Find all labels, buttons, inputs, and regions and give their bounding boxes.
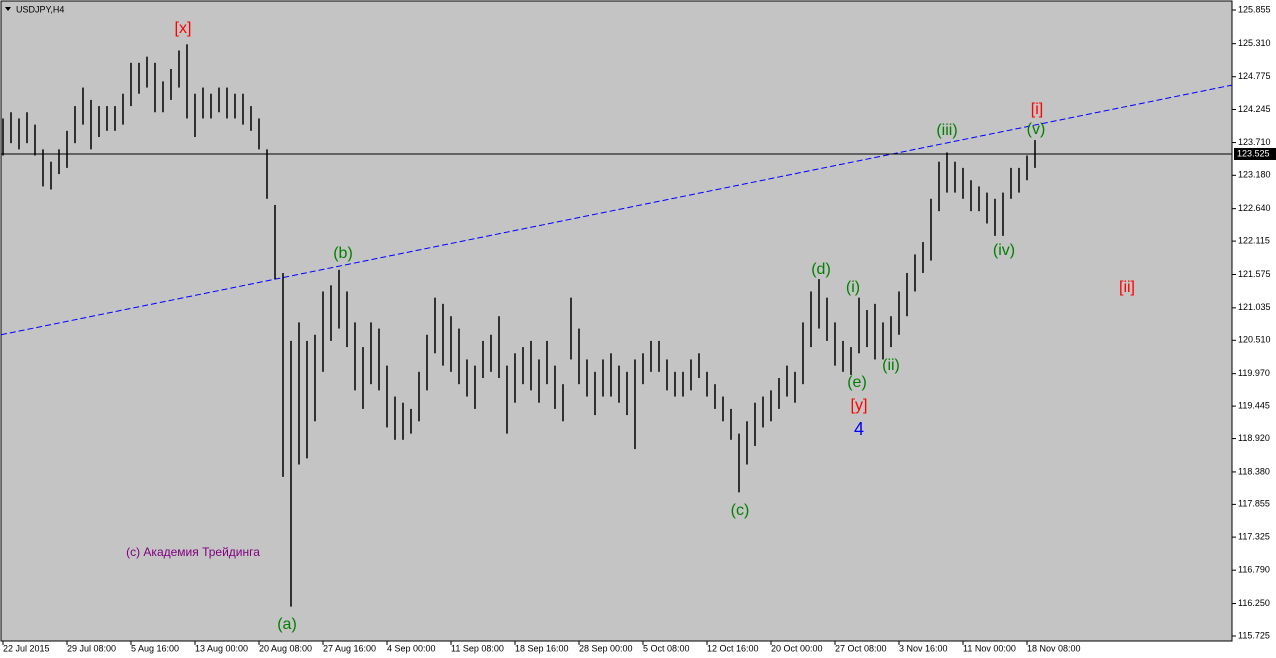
- y-tick-label: 118.920: [1238, 433, 1270, 443]
- chart-title: USDJPY,H4: [16, 4, 64, 14]
- wave-label: (c): [731, 502, 750, 519]
- x-tick-label: 22 Jul 2015: [3, 643, 50, 653]
- x-tick-label: 11 Sep 08:00: [451, 643, 504, 653]
- x-tick-label: 12 Oct 16:00: [707, 643, 759, 653]
- wave-label: (i): [846, 279, 860, 296]
- x-tick-label: 28 Sep 00:00: [579, 643, 633, 653]
- wave-label: (iv): [993, 242, 1015, 259]
- x-tick-label: 13 Aug 00:00: [195, 643, 248, 653]
- trendline: [0, 84, 1233, 336]
- y-tick-label: 116.790: [1238, 565, 1270, 575]
- y-tick-label: 122.115: [1238, 235, 1270, 245]
- wave-label: (e): [847, 374, 867, 391]
- wave-label: [i]: [1031, 101, 1043, 118]
- wave-label: [y]: [851, 397, 868, 414]
- y-tick-label: 118.380: [1238, 466, 1270, 476]
- wave-label: (b): [333, 245, 353, 262]
- y-tick-label: 119.445: [1238, 400, 1270, 410]
- x-tick-label: 3 Nov 16:00: [899, 643, 948, 653]
- y-tick-label: 120.510: [1238, 335, 1271, 345]
- x-tick-label: 18 Nov 08:00: [1027, 643, 1081, 653]
- wave-label: (v): [1027, 121, 1046, 138]
- y-tick-label: 115.725: [1238, 630, 1270, 640]
- x-tick-label: 18 Sep 16:00: [515, 643, 569, 653]
- y-tick-label: 121.575: [1238, 269, 1271, 279]
- wave-label: (ii): [882, 357, 900, 374]
- x-tick-label: 11 Nov 00:00: [963, 643, 1016, 653]
- wave-label: (a): [277, 616, 297, 633]
- x-tick-label: 27 Aug 16:00: [323, 643, 376, 653]
- x-tick-label: 20 Aug 08:00: [259, 643, 312, 653]
- y-tick-label: 123.180: [1238, 170, 1271, 180]
- wave-label: (iii): [936, 122, 957, 139]
- x-tick-label: 5 Aug 16:00: [131, 643, 179, 653]
- y-tick-label: 117.855: [1238, 499, 1270, 509]
- y-tick-label: 123.710: [1238, 137, 1271, 147]
- y-tick-label: 122.640: [1238, 203, 1271, 213]
- y-tick-label: 125.855: [1238, 4, 1271, 14]
- y-tick-label: 124.775: [1238, 71, 1271, 81]
- watermark: (c) Академия Трейдинга: [126, 545, 260, 559]
- wave-label: (d): [811, 261, 831, 278]
- x-tick-label: 27 Oct 08:00: [835, 643, 887, 653]
- y-tick-label: 121.035: [1238, 302, 1271, 312]
- x-tick-label: 20 Oct 00:00: [771, 643, 823, 653]
- x-tick-label: 29 Jul 08:00: [67, 643, 116, 653]
- y-tick-label: 125.310: [1238, 38, 1271, 48]
- current-price-label: 123.525: [1237, 148, 1270, 158]
- x-tick-label: 4 Sep 00:00: [387, 643, 436, 653]
- wave-label: [ii]: [1119, 279, 1135, 296]
- current-price-box: [1234, 147, 1276, 160]
- y-tick-label: 124.245: [1238, 104, 1271, 114]
- menu-arrow[interactable]: [5, 7, 11, 11]
- x-tick-label: 5 Oct 08:00: [643, 643, 690, 653]
- wave-label: [x]: [175, 20, 192, 37]
- y-tick-label: 119.970: [1238, 368, 1270, 378]
- wave-label: 4: [854, 419, 864, 439]
- y-tick-label: 116.250: [1238, 598, 1270, 608]
- y-tick-label: 117.325: [1238, 532, 1270, 542]
- plot-area: [0, 0, 1233, 642]
